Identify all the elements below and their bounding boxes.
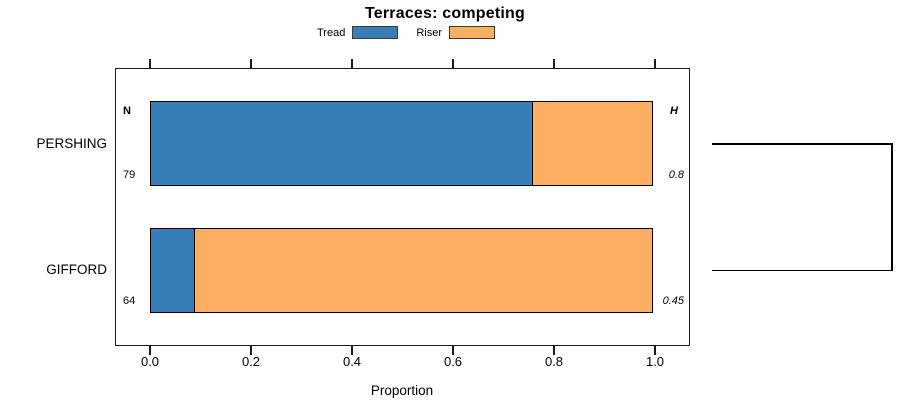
axis-tick-mark — [250, 346, 252, 355]
plot-box — [115, 68, 690, 346]
axis-tick-mark — [351, 346, 353, 355]
bar-segment-tread — [150, 101, 534, 186]
n-value-gifford: 64 — [123, 295, 136, 307]
dendrogram-branch-bottom — [712, 269, 892, 271]
axis-tick-mark — [553, 346, 555, 355]
legend-label-riser: Riser — [416, 26, 442, 39]
axis-tick-mark — [452, 59, 454, 68]
axis-tick-label: 0.0 — [140, 354, 160, 369]
axis-tick-mark — [351, 59, 353, 68]
h-value-gifford: 0.45 — [662, 295, 684, 307]
h-column-header: H — [670, 105, 678, 117]
legend-swatch-riser — [449, 26, 495, 39]
x-axis-title: Proportion — [370, 383, 434, 398]
bar-segment-riser — [193, 228, 654, 313]
chart-title: Terraces: competing — [365, 5, 525, 22]
h-value-pershing: 0.8 — [668, 169, 684, 181]
dendrogram-branch-top — [712, 143, 892, 145]
bar-row-pershing — [150, 101, 655, 186]
n-value-pershing: 79 — [123, 169, 136, 181]
axis-tick-mark — [654, 59, 656, 68]
axis-tick-label: 1.0 — [645, 354, 665, 369]
axis-tick-mark — [149, 59, 151, 68]
dendrogram-branch-vertical — [891, 143, 893, 271]
legend: Tread Riser — [115, 26, 697, 39]
row-label-gifford: GIFFORD — [46, 262, 107, 277]
bar-row-gifford — [150, 228, 655, 313]
axis-tick-label: 0.8 — [544, 354, 564, 369]
axis-tick-mark — [250, 59, 252, 68]
axis-tick-mark — [149, 346, 151, 355]
axis-tick-label: 0.6 — [443, 354, 463, 369]
axis-tick-label: 0.4 — [342, 354, 362, 369]
bar-segment-riser — [532, 101, 654, 186]
n-column-header: N — [123, 105, 131, 117]
axis-tick-mark — [452, 346, 454, 355]
row-label-pershing: PERSHING — [36, 136, 107, 151]
axis-tick-mark — [654, 346, 656, 355]
bar-segment-tread — [150, 228, 196, 313]
legend-swatch-tread — [352, 26, 399, 39]
axis-tick-label: 0.2 — [241, 354, 261, 369]
axis-tick-mark — [553, 59, 555, 68]
legend-label-tread: Tread — [317, 26, 346, 39]
